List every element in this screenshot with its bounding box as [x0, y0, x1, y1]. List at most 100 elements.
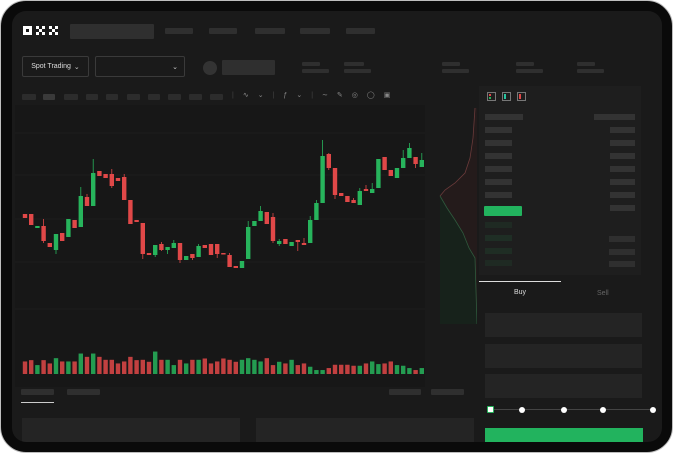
- volume-bar: [29, 360, 34, 374]
- volume-bar: [202, 358, 207, 374]
- tab-order-history[interactable]: [67, 389, 100, 395]
- spot-trading-dropdown[interactable]: Spot Trading ⌄: [22, 56, 89, 77]
- candle: [153, 245, 158, 255]
- nav-item[interactable]: [346, 28, 375, 34]
- candle: [264, 212, 269, 224]
- volume-bar: [227, 359, 232, 374]
- timeframe-button[interactable]: [148, 94, 160, 100]
- candle: [239, 261, 245, 268]
- candle: [252, 221, 257, 226]
- amount-input[interactable]: [485, 344, 642, 368]
- ask-price: [485, 179, 512, 185]
- volume-bar: [146, 361, 152, 374]
- candle: [122, 177, 127, 200]
- nav-item[interactable]: [255, 28, 285, 34]
- slider-stop[interactable]: [650, 407, 656, 413]
- circle-icon[interactable]: ◎: [351, 92, 358, 99]
- timeframe-button[interactable]: [43, 94, 55, 100]
- timeframe-button[interactable]: [106, 94, 118, 100]
- last-price-badge: [484, 206, 522, 216]
- volume-bar: [345, 364, 350, 374]
- settings-icon[interactable]: ◯: [366, 92, 375, 99]
- draw-line-icon[interactable]: ∼: [322, 92, 328, 99]
- volume-bar: [301, 363, 307, 374]
- volume-bar: [419, 368, 424, 374]
- timeframe-button[interactable]: [189, 94, 202, 100]
- orderbook-both-icon[interactable]: [487, 92, 496, 101]
- timeframe-button[interactable]: [64, 94, 78, 100]
- volume-bar: [84, 356, 90, 374]
- volume-bar: [103, 359, 108, 374]
- slider-stop[interactable]: [600, 407, 606, 413]
- candle: [115, 178, 121, 181]
- nav-item[interactable]: [300, 28, 330, 34]
- orderbook-bids-icon[interactable]: [502, 92, 511, 101]
- slider-stop[interactable]: [561, 407, 567, 413]
- volume-bar: [91, 353, 96, 374]
- candle: [376, 159, 381, 188]
- total-input[interactable]: [485, 374, 642, 398]
- filter-button[interactable]: [389, 389, 421, 395]
- ask-amount: [610, 192, 635, 198]
- nav-item[interactable]: [209, 28, 237, 34]
- okx-logo[interactable]: [23, 25, 61, 36]
- volume-bar: [22, 361, 28, 374]
- filter-button[interactable]: [431, 389, 464, 395]
- volume-bar: [394, 365, 400, 374]
- orderbook-asks-icon[interactable]: [517, 92, 526, 101]
- volume-bar: [351, 365, 356, 374]
- volume-bar: [78, 353, 83, 374]
- assets-panel: [256, 418, 474, 442]
- volume-bar: [283, 363, 288, 374]
- volume-bar: [221, 358, 226, 374]
- volume-bar: [35, 365, 40, 374]
- pair-dropdown[interactable]: ⌄: [95, 56, 185, 77]
- search-bar[interactable]: [70, 24, 154, 39]
- nav-item[interactable]: [165, 28, 193, 34]
- volume-bar: [370, 361, 375, 374]
- bid-price: [485, 235, 512, 241]
- tab-buy[interactable]: Buy: [514, 289, 527, 296]
- ask-amount: [610, 205, 635, 211]
- fx-icon[interactable]: ƒ: [283, 91, 288, 99]
- ask-amount: [610, 140, 635, 146]
- timeframe-button[interactable]: [210, 94, 223, 100]
- stat-label: [516, 62, 534, 66]
- volume-bar: [295, 365, 300, 374]
- candle: [289, 242, 294, 246]
- candle: [97, 171, 102, 176]
- candle: [277, 241, 282, 244]
- candle: [177, 243, 183, 260]
- candle: [66, 219, 71, 237]
- candle: [47, 243, 52, 247]
- pencil-icon[interactable]: ✎: [336, 92, 343, 99]
- slider-handle[interactable]: [487, 406, 494, 413]
- bid-price: [485, 248, 512, 254]
- candlestick-chart: [15, 132, 425, 374]
- volume-bar: [177, 359, 183, 374]
- stat-label: [442, 62, 460, 66]
- timeframe-button[interactable]: [86, 94, 98, 100]
- volume-bar: [376, 364, 381, 374]
- tab-open-orders[interactable]: [21, 389, 54, 395]
- volume-bar: [332, 364, 338, 374]
- fullscreen-icon[interactable]: ▣: [383, 92, 391, 99]
- candle: [407, 148, 412, 158]
- timeframe-button[interactable]: [22, 94, 36, 100]
- slider-stop[interactable]: [519, 407, 525, 413]
- buy-button[interactable]: [485, 428, 643, 442]
- price-chart[interactable]: [15, 105, 425, 387]
- price-input[interactable]: [485, 313, 642, 337]
- leverage-slider[interactable]: [487, 406, 656, 413]
- volume-bar: [239, 359, 245, 374]
- volume-bar: [277, 361, 282, 374]
- stat-label: [344, 62, 364, 66]
- timeframe-button[interactable]: [127, 94, 140, 100]
- chevron-down-icon[interactable]: ⌄: [296, 92, 303, 99]
- volume-bar: [252, 359, 257, 374]
- chevron-down-icon[interactable]: ⌄: [257, 92, 264, 99]
- timeframe-button[interactable]: [168, 94, 181, 100]
- tab-sell[interactable]: Sell: [597, 290, 609, 297]
- ask-price: [485, 153, 512, 159]
- indicator-icon[interactable]: ∿: [242, 92, 249, 99]
